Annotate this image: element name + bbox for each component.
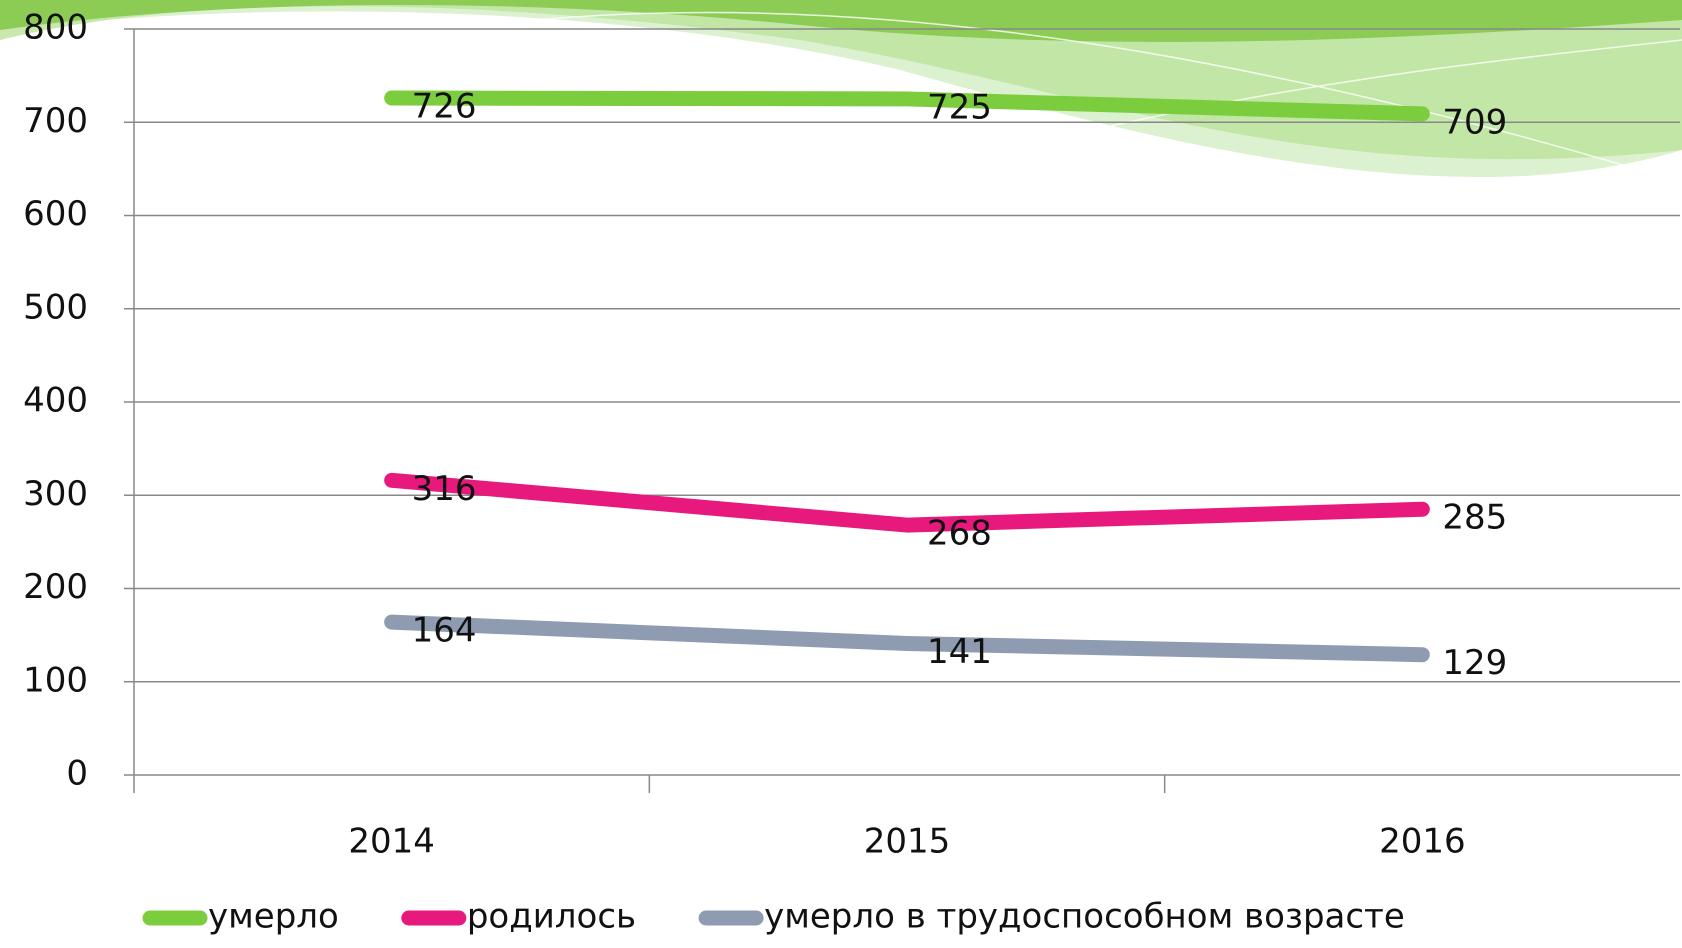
x-tick-label: 2015: [864, 822, 951, 862]
decoration: [0, 0, 1682, 177]
chart: 0 100 200 300 400 500 600 700 800 2014 2015 2016 726…: [0, 0, 1682, 948]
data-label: 709: [1442, 102, 1507, 142]
series-line: [392, 622, 1423, 655]
y-tick-label: 700: [23, 101, 88, 141]
y-tick-label: 600: [23, 194, 88, 234]
legend-label: родилось: [467, 897, 636, 937]
series-line: [392, 480, 1423, 525]
y-tick-label: 300: [23, 474, 88, 514]
x-tick-label: 2016: [1379, 822, 1466, 862]
data-label: 141: [927, 632, 992, 672]
data-label: 268: [927, 514, 992, 554]
y-tick-label: 100: [23, 660, 88, 700]
legend-label: умерло: [208, 897, 339, 937]
y-tick-label: 0: [66, 754, 88, 794]
data-label: 726: [412, 87, 477, 127]
x-tick-label: 2014: [348, 822, 435, 862]
y-tick-label: 500: [23, 287, 88, 327]
data-label: 129: [1442, 643, 1507, 683]
data-label: 316: [412, 469, 477, 509]
y-tick-label: 200: [23, 567, 88, 607]
y-tick-label: 800: [23, 8, 88, 48]
legend-label: умерло в трудоспособном возрасте: [764, 897, 1405, 937]
data-label: 164: [412, 611, 477, 651]
data-label: 285: [1442, 498, 1507, 538]
y-tick-label: 400: [23, 381, 88, 421]
data-label: 725: [927, 87, 992, 127]
